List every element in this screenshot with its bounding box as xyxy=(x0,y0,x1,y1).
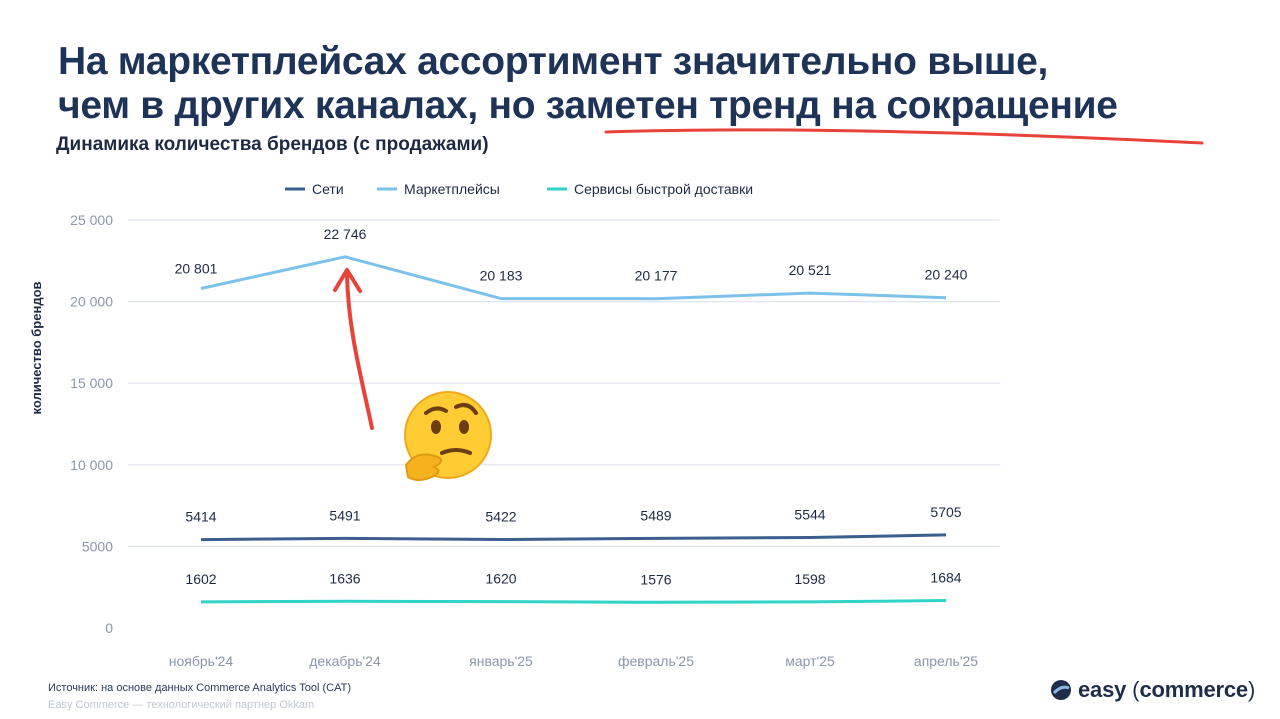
x-axis-ticks: ноябрь'24 декабрь'24 январь'25 февраль'25 ма… xyxy=(169,653,979,669)
series-0: 5414 5491 5422 5489 5544 5705 xyxy=(185,504,962,542)
slide-title: На маркетплейсах ассортимент значительно… xyxy=(58,40,1248,128)
footer-partner: Easy Commerce — технологический партнер … xyxy=(48,699,315,711)
logo-word-easy: easy xyxy=(1078,677,1127,702)
logo-bracket-right: ) xyxy=(1247,677,1256,702)
series-line xyxy=(200,599,947,604)
x-tick-label: декабрь'24 xyxy=(309,653,381,669)
chart-legend: Сети Маркетплейсы Сервисы быстрой доставки xyxy=(285,181,753,197)
data-label: 5422 xyxy=(485,509,516,525)
series-2: 1602 1636 1620 1576 1598 1684 xyxy=(185,570,962,604)
logo-bracket-left: ( xyxy=(1132,677,1140,702)
logo-word-commerce: commerce xyxy=(1139,677,1248,702)
data-label: 20 177 xyxy=(635,268,678,284)
y-tick-label: 15 000 xyxy=(70,375,113,391)
x-tick-label: февраль'25 xyxy=(618,653,694,669)
easy-commerce-logo: easy (commerce) xyxy=(1050,677,1255,703)
data-label: 20 521 xyxy=(789,262,832,278)
easy-commerce-logo-icon xyxy=(1051,680,1071,700)
series-line xyxy=(200,533,947,542)
x-tick-label: апрель'25 xyxy=(914,653,978,669)
x-tick-label: январь'25 xyxy=(469,653,533,669)
series-line xyxy=(200,255,947,301)
data-label: 5489 xyxy=(640,507,671,523)
data-label: 1602 xyxy=(185,571,216,587)
data-label: 20 801 xyxy=(175,261,218,277)
y-tick-label: 5000 xyxy=(82,538,113,554)
data-label: 1576 xyxy=(640,571,671,587)
footer-source: Источник: на основе данных Commerce Anal… xyxy=(48,682,352,694)
y-tick-label: 10 000 xyxy=(70,457,113,473)
data-label: 5544 xyxy=(794,507,825,523)
data-label: 1636 xyxy=(329,570,360,586)
data-label: 5705 xyxy=(930,504,961,520)
legend-item: Сети xyxy=(285,181,344,197)
thinking-face-icon xyxy=(404,391,492,481)
legend-label: Сервисы быстрой доставки xyxy=(574,181,753,197)
data-label: 20 240 xyxy=(925,267,968,283)
legend-label: Маркетплейсы xyxy=(404,181,500,197)
data-label: 1684 xyxy=(930,570,961,586)
x-tick-label: март'25 xyxy=(785,653,835,669)
data-label: 20 183 xyxy=(480,268,523,284)
y-axis-label: количество брендов xyxy=(29,281,44,414)
slide-title-line-2: чем в других каналах, но заметен тренд н… xyxy=(58,84,1118,127)
data-label: 1620 xyxy=(485,571,516,587)
y-axis-ticks: 0 5000 10 000 15 000 20 000 25 000 xyxy=(70,212,113,636)
chart-series: 5414 5491 5422 5489 5544 5705 20 801 22 746 20 1… xyxy=(175,226,968,604)
x-tick-label: ноябрь'24 xyxy=(169,653,234,669)
series-1: 20 801 22 746 20 183 20 177 20 521 20 240 xyxy=(175,226,968,301)
chart-subtitle: Динамика количества брендов (с продажами… xyxy=(56,134,489,155)
legend-item: Сервисы быстрой доставки xyxy=(547,181,753,197)
y-tick-label: 25 000 xyxy=(70,212,113,228)
data-label: 5414 xyxy=(185,509,216,525)
y-tick-label: 0 xyxy=(105,620,113,636)
data-label: 5491 xyxy=(329,507,360,523)
chart-grid xyxy=(128,219,1000,548)
data-label: 22 746 xyxy=(324,226,367,242)
red-arrow-annotation xyxy=(333,268,374,430)
y-tick-label: 20 000 xyxy=(70,294,113,310)
slide-title-line-1: На маркетплейсах ассортимент значительно… xyxy=(58,40,1049,83)
data-label: 1598 xyxy=(794,571,825,587)
legend-label: Сети xyxy=(312,181,344,197)
legend-item: Маркетплейсы xyxy=(377,181,500,197)
